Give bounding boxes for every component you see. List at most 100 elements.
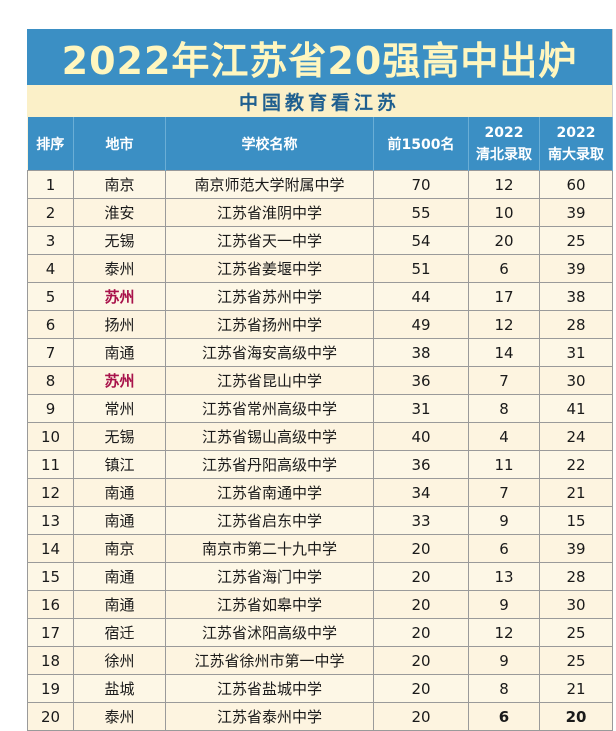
school-name-cell: 江苏省启东中学: [165, 506, 374, 535]
nanda-count-cell: 38: [539, 282, 613, 311]
top1500-count-cell: 38: [373, 338, 469, 367]
rank-cell: 14: [27, 534, 74, 563]
top1500-count-cell: 40: [373, 422, 469, 451]
table-body: 1 南京 南京师范大学附属中学 70 12 60 2 淮安 江苏省淮阴中学 55 10 39 3 无锡 江苏…: [27, 170, 613, 731]
rank-cell: 8: [27, 366, 74, 395]
rank-cell: 9: [27, 394, 74, 423]
top1500-count-cell: 34: [373, 478, 469, 507]
top1500-count-cell: 55: [373, 198, 469, 227]
table-row: 13 南通 江苏省启东中学 33 9 15: [27, 506, 613, 535]
nanda-count-cell: 22: [539, 450, 613, 479]
table-row: 16 南通 江苏省如皋中学 20 9 30: [27, 590, 613, 619]
city-cell: 南通: [73, 562, 166, 591]
table-row: 10 无锡 江苏省锡山高级中学 40 4 24: [27, 422, 613, 451]
school-name-cell: 江苏省南通中学: [165, 478, 374, 507]
qingbei-count-cell: 7: [468, 478, 540, 507]
nanda-count-cell: 25: [539, 618, 613, 647]
nanda-count-cell: 60: [539, 170, 613, 199]
header-qingbei: 2022 清北录取: [468, 117, 540, 171]
school-name-cell: 南京师范大学附属中学: [165, 170, 374, 199]
table-row: 7 南通 江苏省海安高级中学 38 14 31: [27, 338, 613, 367]
rank-cell: 12: [27, 478, 74, 507]
city-cell: 徐州: [73, 646, 166, 675]
table-row: 20 泰州 江苏省泰州中学 20 6 20: [27, 702, 613, 731]
header-qingbei-label: 清北录取: [476, 146, 532, 163]
city-cell: 苏州: [73, 366, 166, 395]
qingbei-count-cell: 11: [468, 450, 540, 479]
nanda-count-cell: 39: [539, 254, 613, 283]
ranking-poster: 2022年江苏省20强高中出炉 中国教育看江苏 排序 地市 学校名称 前1500…: [27, 29, 613, 731]
table-row: 9 常州 江苏省常州高级中学 31 8 41: [27, 394, 613, 423]
qingbei-count-cell: 9: [468, 590, 540, 619]
header-top1500: 前1500名: [373, 117, 469, 171]
top1500-count-cell: 36: [373, 366, 469, 395]
top1500-count-cell: 20: [373, 562, 469, 591]
nanda-count-cell: 28: [539, 562, 613, 591]
nanda-count-cell: 30: [539, 590, 613, 619]
nanda-count-cell: 24: [539, 422, 613, 451]
nanda-count-cell: 25: [539, 226, 613, 255]
rank-cell: 5: [27, 282, 74, 311]
table-row: 4 泰州 江苏省姜堰中学 51 6 39: [27, 254, 613, 283]
table-row: 1 南京 南京师范大学附属中学 70 12 60: [27, 170, 613, 199]
table-row: 2 淮安 江苏省淮阴中学 55 10 39: [27, 198, 613, 227]
rank-cell: 1: [27, 170, 74, 199]
table-row: 8 苏州 江苏省昆山中学 36 7 30: [27, 366, 613, 395]
top1500-count-cell: 20: [373, 590, 469, 619]
qingbei-count-cell: 9: [468, 506, 540, 535]
city-cell: 南通: [73, 338, 166, 367]
qingbei-count-cell: 12: [468, 170, 540, 199]
rank-cell: 6: [27, 310, 74, 339]
nanda-count-cell: 20: [539, 702, 613, 731]
nanda-count-cell: 25: [539, 646, 613, 675]
city-cell: 常州: [73, 394, 166, 423]
header-city: 地市: [73, 117, 166, 171]
header-nanda-label: 南大录取: [548, 146, 604, 163]
school-name-cell: 江苏省丹阳高级中学: [165, 450, 374, 479]
nanda-count-cell: 31: [539, 338, 613, 367]
rank-cell: 15: [27, 562, 74, 591]
qingbei-count-cell: 10: [468, 198, 540, 227]
table-row: 17 宿迁 江苏省沭阳高级中学 20 12 25: [27, 618, 613, 647]
rank-cell: 16: [27, 590, 74, 619]
nanda-count-cell: 39: [539, 198, 613, 227]
table-row: 19 盐城 江苏省盐城中学 20 8 21: [27, 674, 613, 703]
top1500-count-cell: 44: [373, 282, 469, 311]
rank-cell: 4: [27, 254, 74, 283]
rank-cell: 17: [27, 618, 74, 647]
header-nanda-year: 2022: [556, 124, 596, 141]
city-cell: 镇江: [73, 450, 166, 479]
school-name-cell: 江苏省扬州中学: [165, 310, 374, 339]
city-cell: 泰州: [73, 702, 166, 731]
school-name-cell: 江苏省昆山中学: [165, 366, 374, 395]
city-cell: 南通: [73, 478, 166, 507]
top1500-count-cell: 51: [373, 254, 469, 283]
top1500-count-cell: 36: [373, 450, 469, 479]
poster-title: 2022年江苏省20强高中出炉: [27, 29, 612, 85]
school-name-cell: 江苏省锡山高级中学: [165, 422, 374, 451]
rank-cell: 20: [27, 702, 74, 731]
qingbei-count-cell: 8: [468, 394, 540, 423]
school-name-cell: 南京市第二十九中学: [165, 534, 374, 563]
nanda-count-cell: 21: [539, 674, 613, 703]
city-cell: 南京: [73, 534, 166, 563]
top1500-count-cell: 31: [373, 394, 469, 423]
header-rank: 排序: [27, 117, 74, 171]
table-row: 18 徐州 江苏省徐州市第一中学 20 9 25: [27, 646, 613, 675]
table-row: 3 无锡 江苏省天一中学 54 20 25: [27, 226, 613, 255]
table-row: 14 南京 南京市第二十九中学 20 6 39: [27, 534, 613, 563]
qingbei-count-cell: 13: [468, 562, 540, 591]
rank-cell: 3: [27, 226, 74, 255]
nanda-count-cell: 39: [539, 534, 613, 563]
rank-cell: 13: [27, 506, 74, 535]
top1500-count-cell: 49: [373, 310, 469, 339]
top1500-count-cell: 20: [373, 702, 469, 731]
qingbei-count-cell: 9: [468, 646, 540, 675]
school-name-cell: 江苏省如皋中学: [165, 590, 374, 619]
school-name-cell: 江苏省常州高级中学: [165, 394, 374, 423]
header-qingbei-year: 2022: [484, 124, 524, 141]
rank-cell: 11: [27, 450, 74, 479]
top1500-count-cell: 54: [373, 226, 469, 255]
school-name-cell: 江苏省徐州市第一中学: [165, 646, 374, 675]
